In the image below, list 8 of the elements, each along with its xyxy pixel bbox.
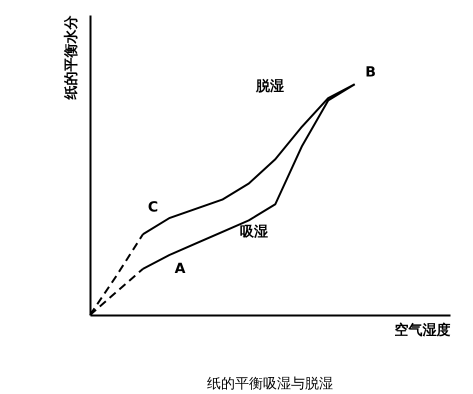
annotation: 吸湿 <box>240 224 268 240</box>
y-axis-title: 纸的平衡水分 <box>64 14 80 100</box>
x-axis-title: 空气湿度 <box>394 322 450 338</box>
annotation: C <box>148 200 158 216</box>
text: 纸的平衡吸湿与脱湿 <box>207 376 333 392</box>
text: B <box>365 64 376 81</box>
annotation: 脱湿 <box>255 78 284 95</box>
annotation: A <box>174 260 186 277</box>
